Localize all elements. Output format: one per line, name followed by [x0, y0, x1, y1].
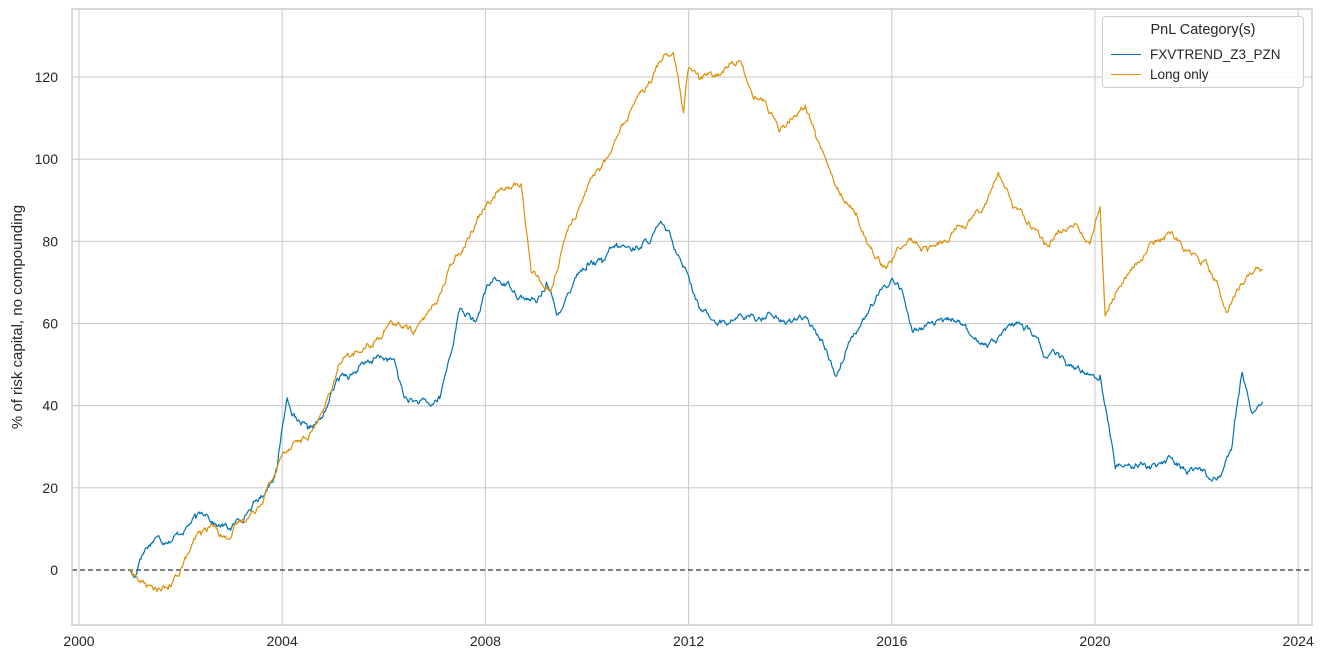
- y-tick-label: 100: [35, 151, 59, 167]
- x-tick-label: 2004: [267, 633, 298, 649]
- y-tick-label: 0: [50, 562, 58, 578]
- legend-item-long-only: Long only: [1111, 65, 1209, 83]
- series-layer: [129, 51, 1264, 593]
- y-axis-tick-labels: 0 20 40 60 80 100 120: [35, 69, 59, 578]
- x-tick-label: 2024: [1283, 633, 1314, 649]
- x-axis-tick-labels: 2000 2004 2008 2012 2016 2020 2024: [63, 633, 1314, 649]
- y-tick-label: 60: [42, 316, 58, 332]
- legend-line-icon: [1111, 73, 1141, 75]
- x-tick-label: 2016: [876, 633, 907, 649]
- plot-frame: [71, 8, 1313, 626]
- legend-label: Long only: [1150, 66, 1209, 82]
- legend-label: FXVTREND_Z3_PZN: [1150, 46, 1281, 62]
- x-tick-label: 2012: [673, 633, 704, 649]
- plot-area: [71, 8, 1313, 626]
- x-gridlines: [78, 9, 1299, 625]
- y-tick-label: 120: [35, 69, 59, 85]
- x-tick-label: 2020: [1079, 633, 1110, 649]
- x-tick-label: 2000: [63, 633, 94, 649]
- y-tick-label: 40: [42, 398, 58, 414]
- legend-item-fxvtrend: FXVTREND_Z3_PZN: [1111, 45, 1281, 63]
- y-tick-label: 80: [42, 233, 58, 249]
- series-line-long-only: [129, 51, 1263, 593]
- y-tick-label: 20: [42, 480, 58, 496]
- legend-title: PnL Category(s): [1150, 22, 1256, 38]
- y-axis-label: % of risk capital, no compounding: [9, 205, 26, 429]
- x-tick-label: 2008: [470, 633, 501, 649]
- legend: PnL Category(s) FXVTREND_Z3_PZN Long onl…: [1102, 16, 1304, 88]
- legend-line-icon: [1111, 53, 1141, 55]
- plot-background: [72, 9, 1312, 625]
